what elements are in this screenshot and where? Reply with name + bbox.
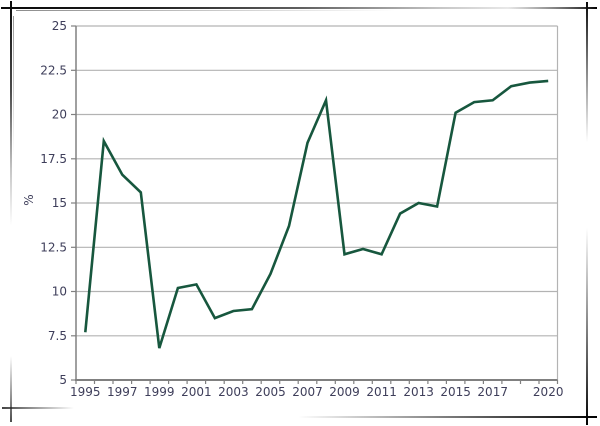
x-tick-label: 2001 [181,385,212,399]
x-tick-label: 1997 [107,385,138,399]
y-tick-label: 20 [52,108,67,122]
y-tick-label: 25 [52,19,67,33]
data-line [84,79,549,349]
x-tick-label: 2011 [366,385,397,399]
x-tick-label: 2017 [477,385,508,399]
x-tick-label: 2009 [329,385,360,399]
y-tick-label: 17.5 [40,152,67,166]
x-tick-label: 2015 [440,385,471,399]
x-tick-label: 1999 [144,385,175,399]
y-tick-label: 12.5 [40,240,67,254]
x-tick-label: 2007 [292,385,323,399]
y-tick-label: 7.5 [48,329,67,343]
y-tick-label: 22.5 [40,63,67,77]
y-tick-label: 15 [52,196,67,210]
y-tick-label: 5 [59,373,67,387]
y-tick-label: 10 [52,285,67,299]
y-axis-title: % [22,194,36,205]
x-tick-label: 2003 [218,385,249,399]
x-tick-label: 1995 [70,385,101,399]
x-tick-label: 2005 [255,385,286,399]
x-tick-label: 2020 [533,385,564,399]
x-tick-label: 2013 [403,385,434,399]
